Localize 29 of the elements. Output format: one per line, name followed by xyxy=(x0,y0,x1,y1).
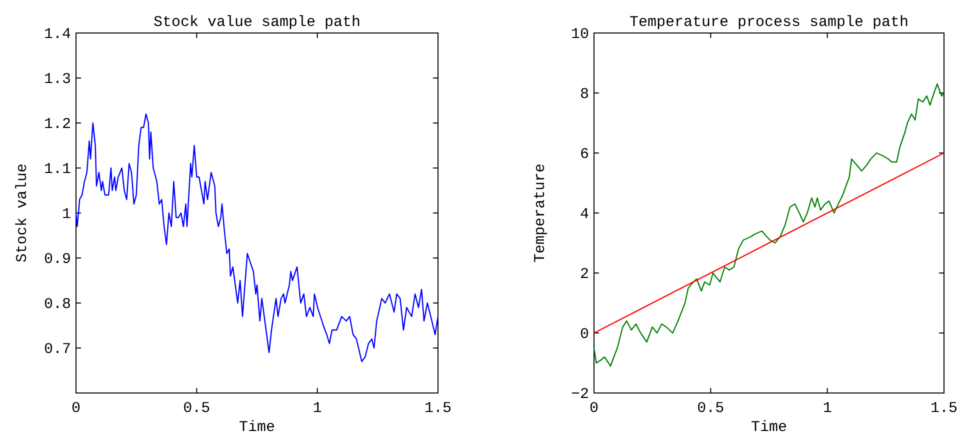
x-tick-label: 1.5 xyxy=(930,400,958,417)
y-tick-label: 8 xyxy=(580,86,589,103)
y-axis-title: Stock value xyxy=(14,163,31,263)
y-tick-label: 0.7 xyxy=(44,341,71,358)
x-axis-title: Time xyxy=(238,419,276,436)
chart-title: Stock value sample path xyxy=(153,14,361,31)
x-tick-label: 1 xyxy=(312,400,322,417)
y-axis-title: Temperature xyxy=(532,163,549,263)
y-tick-label: 1.4 xyxy=(44,26,71,43)
line-series xyxy=(75,113,439,362)
x-tick-label: 1 xyxy=(822,400,832,417)
y-tick-label: −2 xyxy=(570,386,589,403)
x-tick-label: 0.5 xyxy=(697,400,724,417)
x-tick-label: 1.5 xyxy=(424,400,452,417)
line-series xyxy=(593,83,945,367)
x-tick-label: 0.5 xyxy=(183,400,210,417)
y-tick-label: 0 xyxy=(580,326,589,343)
y-tick-label: 1.2 xyxy=(44,116,71,133)
y-tick-label: 6 xyxy=(580,146,589,163)
chart-title: Temperature process sample path xyxy=(629,14,909,31)
y-tick-label: 2 xyxy=(580,266,589,283)
y-tick-label: 1 xyxy=(62,206,71,223)
y-tick-label: 0.9 xyxy=(44,251,71,268)
y-tick-label: 0.8 xyxy=(44,296,71,313)
y-tick-label: 1.1 xyxy=(44,161,71,178)
x-axis-title: Time xyxy=(750,419,788,436)
y-tick-label: 10 xyxy=(570,26,589,43)
y-tick-label: 1.3 xyxy=(44,71,71,88)
y-tick-label: 4 xyxy=(580,206,589,223)
